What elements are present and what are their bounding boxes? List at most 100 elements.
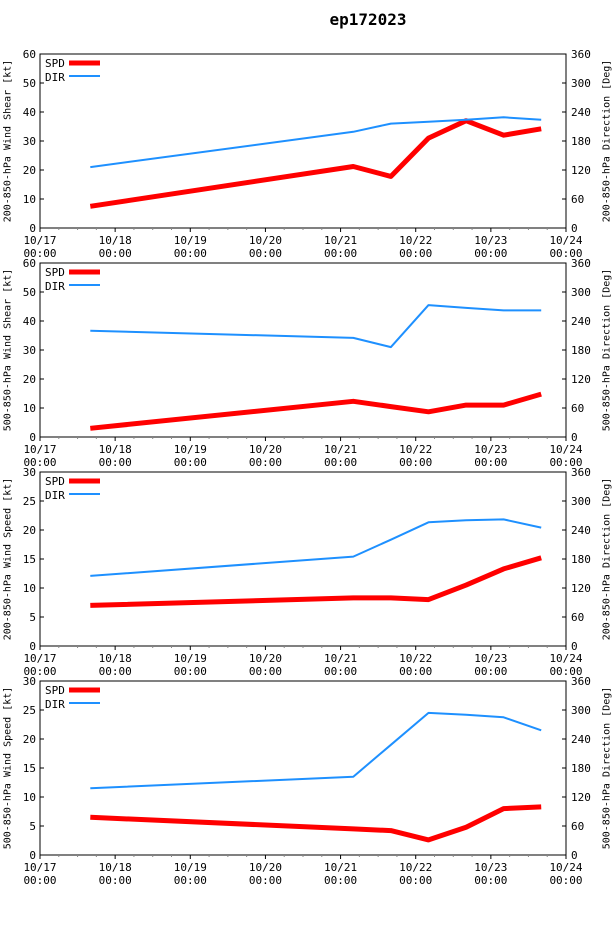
x-tick-date: 10/18	[99, 652, 132, 665]
legend-spd-label: SPD	[45, 475, 65, 488]
y-tick-label: 30	[23, 675, 36, 688]
x-tick-date: 10/23	[474, 234, 507, 247]
y2-tick-label: 0	[571, 849, 578, 862]
y2-tick-label: 0	[571, 222, 578, 235]
y2-tick-label: 0	[571, 431, 578, 444]
y-tick-label: 0	[29, 431, 36, 444]
x-tick-time: 00:00	[474, 456, 507, 469]
x-tick-time: 00:00	[324, 247, 357, 260]
x-tick-date: 10/23	[474, 652, 507, 665]
x-tick-time: 00:00	[324, 665, 357, 678]
y2-tick-label: 0	[571, 640, 578, 653]
y-tick-label: 5	[29, 820, 36, 833]
y2-tick-label: 120	[571, 373, 591, 386]
y2-tick-label: 120	[571, 164, 591, 177]
x-tick-time: 00:00	[23, 665, 56, 678]
y-tick-label: 20	[23, 164, 36, 177]
x-tick-time: 00:00	[23, 247, 56, 260]
x-tick-time: 00:00	[399, 874, 432, 887]
x-tick-time: 00:00	[249, 665, 282, 678]
x-tick-time: 00:00	[249, 247, 282, 260]
x-tick-date: 10/18	[99, 861, 132, 874]
y2-tick-label: 180	[571, 762, 591, 775]
x-tick-time: 00:00	[99, 456, 132, 469]
x-tick-time: 00:00	[549, 665, 582, 678]
y2-axis-label: 200-850-hPa Direction [Deg]	[602, 478, 613, 641]
x-tick-date: 10/20	[249, 234, 282, 247]
x-tick-time: 00:00	[399, 665, 432, 678]
legend-dir-label: DIR	[45, 280, 65, 293]
x-tick-time: 00:00	[324, 874, 357, 887]
y2-tick-label: 240	[571, 733, 591, 746]
y-tick-label: 0	[29, 849, 36, 862]
x-tick-time: 00:00	[399, 456, 432, 469]
x-tick-time: 00:00	[174, 456, 207, 469]
y-tick-label: 50	[23, 286, 36, 299]
y-tick-label: 10	[23, 791, 36, 804]
x-tick-date: 10/17	[23, 861, 56, 874]
x-tick-date: 10/22	[399, 234, 432, 247]
y-tick-label: 0	[29, 222, 36, 235]
y2-axis-label: 500-850-hPa Direction [Deg]	[602, 269, 613, 432]
x-tick-date: 10/22	[399, 652, 432, 665]
dir-series-line	[90, 711, 542, 790]
y2-tick-label: 300	[571, 704, 591, 717]
legend-spd-label: SPD	[45, 684, 65, 697]
y-tick-label: 30	[23, 344, 36, 357]
y-axis-label: 200-850-hPa Wind Speed [kt]	[3, 478, 14, 641]
legend-spd-label: SPD	[45, 57, 65, 70]
y2-tick-label: 60	[571, 611, 584, 624]
y2-tick-label: 60	[571, 820, 584, 833]
x-tick-date: 10/19	[174, 443, 207, 456]
y2-tick-label: 120	[571, 791, 591, 804]
x-tick-date: 10/23	[474, 861, 507, 874]
x-tick-time: 00:00	[549, 247, 582, 260]
y-tick-label: 5	[29, 611, 36, 624]
x-tick-date: 10/23	[474, 443, 507, 456]
x-tick-date: 10/24	[549, 443, 582, 456]
x-tick-date: 10/22	[399, 861, 432, 874]
y-tick-label: 10	[23, 402, 36, 415]
x-tick-date: 10/20	[249, 652, 282, 665]
x-tick-date: 10/21	[324, 652, 357, 665]
y-tick-label: 60	[23, 257, 36, 270]
y-tick-label: 10	[23, 582, 36, 595]
x-tick-time: 00:00	[249, 874, 282, 887]
spd-series-line	[90, 804, 542, 843]
x-tick-date: 10/20	[249, 861, 282, 874]
x-tick-time: 00:00	[324, 456, 357, 469]
y2-tick-label: 240	[571, 106, 591, 119]
y-tick-label: 15	[23, 762, 36, 775]
y-tick-label: 20	[23, 373, 36, 386]
y2-tick-label: 360	[571, 257, 591, 270]
x-tick-date: 10/17	[23, 652, 56, 665]
y2-tick-label: 60	[571, 402, 584, 415]
spd-series-line	[90, 555, 542, 608]
y2-tick-label: 300	[571, 77, 591, 90]
y2-tick-label: 360	[571, 466, 591, 479]
y2-axis-label: 500-850-hPa Direction [Deg]	[602, 687, 613, 850]
plot-frame	[39, 262, 567, 438]
y-tick-label: 20	[23, 733, 36, 746]
y-axis-label: 500-850-hPa Wind Speed [kt]	[3, 687, 14, 850]
x-tick-time: 00:00	[99, 247, 132, 260]
x-tick-date: 10/20	[249, 443, 282, 456]
y2-tick-label: 180	[571, 553, 591, 566]
dir-series-line	[90, 518, 542, 577]
spd-series-line	[90, 391, 542, 431]
y2-tick-label: 240	[571, 315, 591, 328]
x-tick-date: 10/18	[99, 234, 132, 247]
legend-dir-label: DIR	[45, 71, 65, 84]
y-tick-label: 40	[23, 315, 36, 328]
spd-series-line	[89, 118, 542, 209]
x-tick-date: 10/19	[174, 652, 207, 665]
x-tick-time: 00:00	[399, 247, 432, 260]
chart-panel-3: 05101520253006012018024030036010/1700:00…	[3, 466, 613, 678]
legend-dir-label: DIR	[45, 489, 65, 502]
y2-tick-label: 240	[571, 524, 591, 537]
x-tick-time: 00:00	[174, 665, 207, 678]
x-tick-time: 00:00	[174, 874, 207, 887]
y-tick-label: 30	[23, 466, 36, 479]
y-tick-label: 40	[23, 106, 36, 119]
